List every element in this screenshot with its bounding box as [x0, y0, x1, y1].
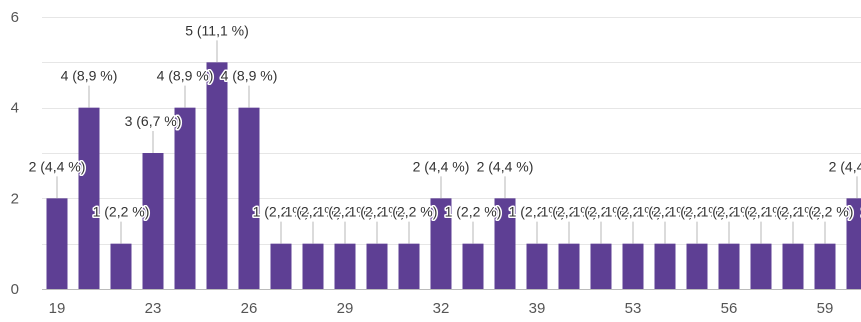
- data-label: 1 (2,2 %): [701, 204, 758, 220]
- y-tick-label: 2: [11, 190, 19, 207]
- data-label: 1 (2,2 %): [445, 204, 502, 220]
- data-label: 1 (2,2 %): [637, 204, 694, 220]
- x-tick-label: 59: [817, 300, 834, 317]
- x-tick-label: 23: [145, 300, 162, 317]
- data-label: 1 (2,2 %): [541, 204, 598, 220]
- bar: [622, 243, 644, 289]
- x-axis-ticks: 19 23 26 29 32 39 53 56 59: [49, 300, 834, 317]
- data-label: 1 (2,2 %): [285, 204, 342, 220]
- data-label: 2 (4,4 %): [477, 158, 534, 174]
- bar: [334, 243, 356, 289]
- bar: [526, 243, 548, 289]
- x-tick-label: 19: [49, 300, 66, 317]
- data-label: 1 (2,2 %): [765, 204, 822, 220]
- x-tick-label: 53: [625, 300, 642, 317]
- data-label: 1 (2,2 %): [253, 204, 310, 220]
- data-label: 3 (6,7 %): [125, 113, 182, 129]
- bar: [846, 198, 861, 289]
- bar: [142, 153, 164, 289]
- bar: [814, 243, 836, 289]
- data-label: 2 (4,4 %): [413, 158, 470, 174]
- data-label: 1 (2,2 %): [605, 204, 662, 220]
- bar: [302, 243, 324, 289]
- x-tick-label: 32: [433, 300, 450, 317]
- data-label: 1 (2,2 %): [573, 204, 630, 220]
- data-label: 1 (2,2 %): [797, 204, 854, 220]
- data-label: 1 (2,2 %): [733, 204, 790, 220]
- bar: [110, 243, 132, 289]
- data-label: 1 (2,2 %): [349, 204, 406, 220]
- bars: [46, 62, 861, 290]
- data-labels: 2 (4,4 %) 4 (8,9 %) 1 (2,2 %) 3 (6,7 %) 4 (8…: [27, 21, 861, 244]
- data-label: 4 (8,9 %): [157, 68, 214, 84]
- y-tick-label: 6: [11, 9, 19, 26]
- x-tick-label: 56: [721, 300, 738, 317]
- bar: [558, 243, 580, 289]
- y-tick-label: 0: [11, 281, 19, 298]
- bar: [782, 243, 804, 289]
- bar: [238, 107, 260, 290]
- data-label: 4 (8,9 %): [61, 68, 118, 84]
- bar: [750, 243, 772, 289]
- x-tick-label: 29: [337, 300, 354, 317]
- x-tick-label: 26: [241, 300, 258, 317]
- bar: [686, 243, 708, 289]
- bar: [46, 198, 68, 289]
- bar: [206, 62, 228, 290]
- data-label: 5 (11,1 %): [185, 22, 249, 38]
- data-label: 1 (2,2 %): [381, 204, 438, 220]
- bar: [718, 243, 740, 289]
- bar: [398, 243, 420, 289]
- bar: [366, 243, 388, 289]
- bar: [430, 198, 452, 289]
- data-label: 1 (2,2 %): [509, 204, 566, 220]
- bar: [78, 107, 100, 290]
- data-label: 2 (4,4 %): [829, 158, 861, 174]
- bar: [590, 243, 612, 289]
- x-tick-label: 39: [529, 300, 546, 317]
- bar: [270, 243, 292, 289]
- data-label: 1 (2,2 %): [93, 204, 150, 220]
- data-label: 1 (2,2 %): [669, 204, 726, 220]
- data-label: 4 (8,9 %): [221, 68, 278, 84]
- bar: [654, 243, 676, 289]
- data-label: 2 (4,4 %): [29, 158, 86, 174]
- y-axis-ticks: 0 2 4 6: [11, 9, 19, 298]
- data-label: 1 (2,2 %): [317, 204, 374, 220]
- y-tick-label: 4: [11, 100, 19, 117]
- bar: [462, 243, 484, 289]
- bar: [174, 107, 196, 290]
- bar: [494, 198, 516, 289]
